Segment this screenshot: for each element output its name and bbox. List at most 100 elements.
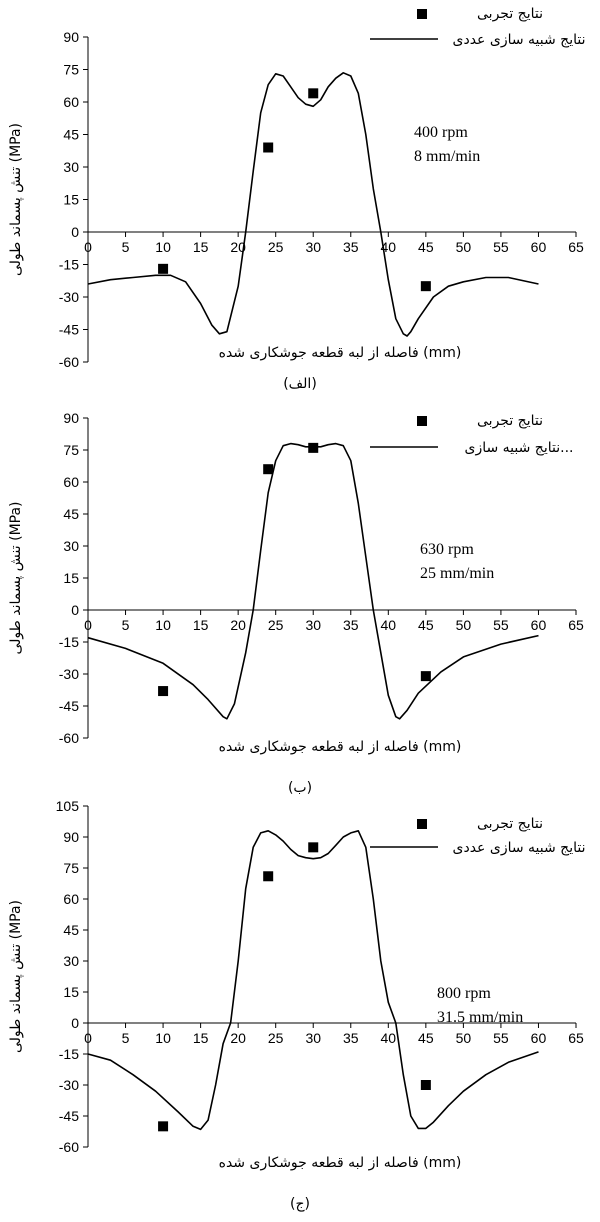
x-tick-label: 45: [418, 1030, 434, 1046]
annotation-speed: 800 rpm: [437, 985, 491, 1002]
x-tick-label: 25: [268, 1030, 284, 1046]
experimental-point: [308, 88, 319, 99]
legend-experimental-label: نتایج تجربی: [477, 816, 543, 832]
y-axis-label: تنش پسماند طولی (MPa): [8, 900, 24, 1053]
y-tick-label: 30: [63, 538, 79, 554]
x-tick-label: 15: [193, 1030, 209, 1046]
experimental-point: [308, 442, 319, 453]
y-tick-label: 0: [71, 602, 79, 618]
y-tick-label: -60: [59, 354, 79, 370]
x-tick-label: 0: [84, 1030, 92, 1046]
x-tick-label: 45: [418, 239, 434, 255]
legend-experimental-marker: [417, 416, 427, 426]
y-tick-label: -30: [59, 666, 79, 682]
legend: نتایج تجربی نتایج شبیه سازی...: [370, 413, 573, 456]
x-tick-label: 0: [84, 617, 92, 633]
x-tick-label: 15: [193, 617, 209, 633]
experimental-point: [158, 263, 169, 274]
y-tick-label: -45: [59, 698, 79, 714]
x-tick-label: 5: [122, 617, 130, 633]
y-tick-label: 60: [63, 474, 79, 490]
y-tick-label: 90: [63, 29, 79, 45]
x-tick-label: 55: [493, 1030, 509, 1046]
x-axis-label: فاصله از لبه قطعه جوشکاری شده (mm): [219, 1155, 462, 1171]
y-tick-label: 45: [63, 922, 79, 938]
y-tick-label: 30: [63, 953, 79, 969]
experimental-point: [308, 842, 319, 853]
x-tick-label: 0: [84, 239, 92, 255]
chart-panel-1: 90 75 60 45 30 15 0 -15 -30 -45 -60 0 5 10 15 20 25 30 35 4…: [8, 6, 585, 392]
panel-caption: (ج): [290, 1196, 310, 1212]
y-tick-label: 15: [63, 984, 79, 1000]
legend-simulation-label: نتایج شبیه سازی عددی: [453, 840, 586, 856]
simulation-line: [87, 830, 539, 1131]
chart-panel-3: 105 90 75 60 45 30 15 0 -15 -30 -45 -60 0 5 10 15 20 25 30…: [8, 798, 585, 1212]
x-tick-label: 25: [268, 239, 284, 255]
y-tick-label: 15: [63, 192, 79, 208]
y-tick-label: 60: [63, 891, 79, 907]
experimental-point: [420, 1080, 431, 1090]
experimental-point: [158, 1121, 169, 1132]
y-tick-label: 15: [63, 570, 79, 586]
y-axis-label: تنش پسماند طولی (MPa): [8, 123, 24, 276]
panel-caption: (الف): [283, 376, 317, 392]
y-axis-label: تنش پسماند طولی (MPa): [8, 501, 24, 654]
annotation-feed: 25 mm/min: [420, 565, 494, 582]
y-tick-label: -60: [59, 730, 79, 746]
y-tick-label: 90: [63, 410, 79, 426]
x-tick-label: 20: [230, 239, 246, 255]
y-tick-label: 75: [63, 860, 79, 876]
y-tick-label: 75: [63, 442, 79, 458]
x-tick-label: 20: [230, 617, 246, 633]
x-tick-label: 50: [456, 617, 472, 633]
x-tick-label: 55: [493, 617, 509, 633]
x-tick-label: 5: [122, 239, 130, 255]
x-tick-label: 50: [456, 239, 472, 255]
y-tick-label: -45: [59, 322, 79, 338]
x-tick-label: 35: [343, 617, 359, 633]
x-tick-label: 60: [531, 617, 547, 633]
x-tick-label: 65: [568, 617, 584, 633]
x-tick-label: 10: [155, 239, 171, 255]
legend-experimental-label: نتایج تجربی: [477, 413, 543, 429]
legend-experimental-marker: [417, 819, 427, 829]
y-tick-label: 0: [71, 224, 79, 240]
x-tick-label: 30: [305, 1030, 321, 1046]
y-tick-label: -60: [59, 1139, 79, 1155]
simulation-line: [87, 72, 539, 337]
x-axis-label: فاصله از لبه قطعه جوشکاری شده (mm): [219, 739, 462, 755]
experimental-point: [158, 686, 169, 697]
legend-simulation-label: نتایج شبیه سازی...: [465, 440, 574, 456]
x-tick-label: 35: [343, 1030, 359, 1046]
x-tick-label: 55: [493, 239, 509, 255]
y-tick-label: -15: [59, 1046, 79, 1062]
x-tick-label: 10: [155, 617, 171, 633]
legend-experimental-label: نتایج تجربی: [477, 6, 543, 22]
y-tick-label: 105: [56, 798, 80, 814]
y-tick-label: -15: [59, 634, 79, 650]
experimental-point: [420, 281, 431, 292]
x-tick-label: 60: [531, 239, 547, 255]
x-tick-label: 50: [456, 1030, 472, 1046]
x-tick-label: 5: [122, 1030, 130, 1046]
y-tick-label: -15: [59, 257, 79, 273]
x-tick-label: 30: [305, 239, 321, 255]
y-tick-label: 30: [63, 159, 79, 175]
x-tick-label: 65: [568, 1030, 584, 1046]
annotation-speed: 630 rpm: [420, 541, 474, 558]
x-tick-label: 45: [418, 617, 434, 633]
experimental-point: [263, 871, 274, 882]
x-tick-label: 25: [268, 617, 284, 633]
legend: نتایج تجربی نتایج شبیه سازی عددی: [370, 816, 585, 856]
legend: نتایج تجربی نتایج شبیه سازی عددی: [370, 6, 585, 48]
x-tick-label: 30: [305, 617, 321, 633]
experimental-point: [263, 464, 274, 475]
annotation-feed: 8 mm/min: [414, 148, 480, 165]
chart-panel-2: 90 75 60 45 30 15 0 -15 -30 -45 -60 0 5 10 15 20 25 30 35 4…: [8, 410, 584, 796]
y-tick-label: 90: [63, 829, 79, 845]
legend-experimental-marker: [417, 9, 427, 19]
y-tick-label: 0: [71, 1015, 79, 1031]
x-tick-label: 35: [343, 239, 359, 255]
y-tick-label: 75: [63, 62, 79, 78]
